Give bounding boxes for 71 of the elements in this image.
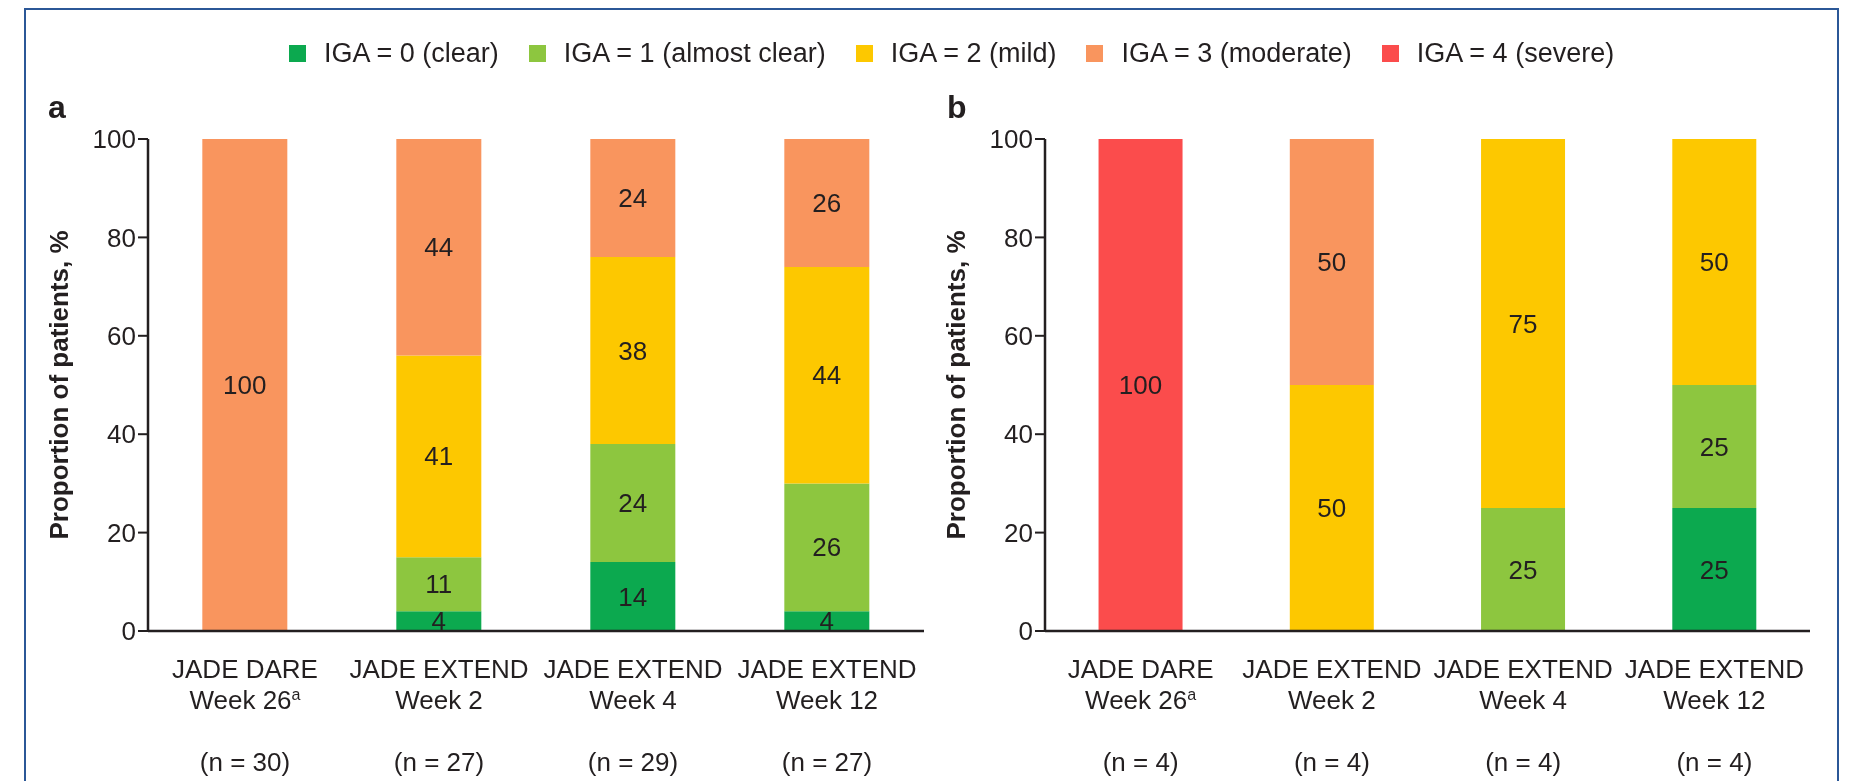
bar (1672, 385, 1757, 508)
y-tick-label: 100 (989, 124, 1033, 155)
data-label: 38 (618, 335, 648, 366)
y-axis-title: Proportion of patients, % (941, 230, 971, 540)
bar (396, 611, 482, 631)
data-label: 25 (1508, 554, 1538, 585)
bar (590, 139, 676, 258)
legend-label: IGA = 1 (almost clear) (563, 38, 826, 68)
category-label: JADE EXTEND Week 2 (n = 27) (349, 654, 529, 777)
bar (784, 611, 870, 631)
bar (784, 266, 870, 484)
data-label: 44 (424, 232, 454, 263)
bar (1481, 139, 1566, 508)
data-label: 100 (223, 370, 267, 400)
bar (1289, 385, 1374, 631)
data-label: 26 (812, 532, 842, 563)
y-tick-label: 0 (1018, 616, 1033, 647)
data-label: 50 (1317, 247, 1347, 277)
y-tick-label: 60 (1004, 321, 1033, 352)
data-label: 50 (1699, 247, 1729, 277)
bar (1098, 139, 1183, 631)
category-label: JADE EXTEND Week 12 (n = 27) (737, 654, 917, 777)
chart-title: b (947, 89, 967, 125)
bar (396, 139, 482, 356)
data-label: 26 (812, 187, 842, 218)
bar (396, 557, 482, 612)
bar (1481, 508, 1566, 631)
y-tick-label: 20 (1004, 517, 1033, 548)
data-label: 41 (424, 441, 454, 472)
data-label: 4 (819, 606, 835, 637)
legend-label: IGA = 0 (clear) (324, 38, 499, 68)
category-label: JADE DARE Week 26$^{a}$ (n = 4) (1067, 654, 1214, 777)
legend-label: IGA = 2 (mild) (890, 38, 1057, 68)
y-tick-label: 40 (107, 419, 136, 450)
y-tick-label: 100 (92, 124, 136, 155)
legend-label: IGA = 3 (moderate) (1121, 38, 1352, 68)
chart-title: a (48, 89, 66, 125)
bar (202, 139, 288, 631)
bar (590, 257, 676, 445)
bar (784, 483, 870, 612)
category-label: JADE EXTEND Week 4 (n = 29) (543, 654, 723, 777)
category-label: JADE DARE Week 26$^{a}$ (n = 30) (172, 654, 318, 777)
bar (1289, 139, 1374, 385)
y-tick-label: 60 (107, 321, 136, 352)
data-label: 4 (431, 606, 447, 637)
legend-label: IGA = 4 (severe) (1416, 38, 1615, 68)
bar (396, 355, 482, 558)
category-label: JADE EXTEND Week 2 (n = 4) (1242, 654, 1422, 777)
bar (590, 444, 676, 563)
data-label: 25 (1699, 554, 1729, 585)
bar (1672, 508, 1757, 631)
y-tick-label: 20 (107, 517, 136, 548)
data-label: 75 (1508, 308, 1538, 339)
data-label: 11 (425, 569, 453, 600)
data-label: 100 (1118, 370, 1163, 400)
y-tick-label: 40 (1004, 419, 1033, 450)
y-axis-title: Proportion of patients, % (44, 230, 74, 540)
y-tick-label: 80 (1004, 222, 1033, 253)
category-label: JADE EXTEND Week 12 (n = 4) (1624, 654, 1804, 777)
bar (784, 139, 870, 267)
y-tick-label: 0 (121, 616, 136, 647)
bar (1672, 139, 1757, 385)
bar (590, 562, 676, 631)
category-label: JADE EXTEND Week 4 (n = 4) (1433, 654, 1613, 777)
data-label: 14 (618, 581, 648, 612)
data-label: 25 (1699, 431, 1729, 462)
y-tick-label: 80 (107, 222, 136, 253)
data-label: 24 (618, 488, 648, 519)
data-label: 50 (1317, 493, 1347, 523)
data-label: 44 (812, 360, 842, 391)
data-label: 24 (618, 183, 648, 214)
